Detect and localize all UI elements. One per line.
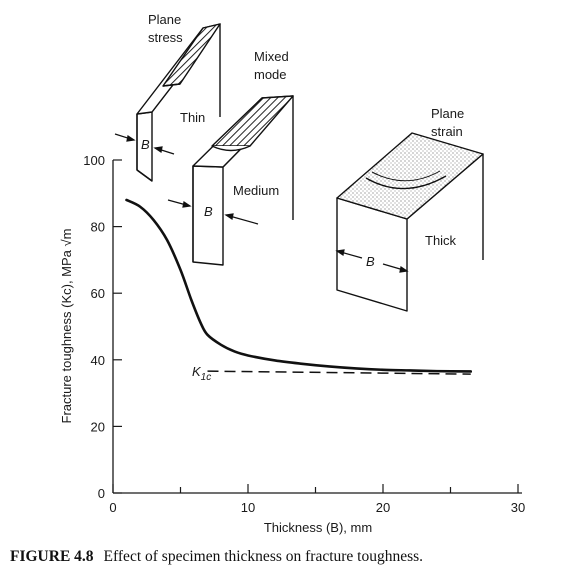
x-tick-label: 10 [241,500,255,515]
thick-specimen-illustration [336,132,484,312]
thin-specimen-illustration [136,23,221,182]
y-tick-label: 80 [91,220,105,235]
thin-dim-label: B [141,137,150,152]
figure-caption: FIGURE 4.8 Effect of specimen thickness o… [10,548,585,566]
series-line-fracture-toughness [125,198,473,373]
k1c-subscript: 1c [201,372,212,383]
thick-mode-label-2: strain [431,124,463,139]
thin-dimension-arrows [114,133,175,155]
x-tick-label: 0 [109,500,116,515]
axes [112,160,522,494]
ticks [112,159,519,494]
x-axis-label: Thickness (B), mm [264,520,372,535]
tick-labels: 0 10 20 30 0 20 40 60 80 100 [83,153,525,515]
thin-mode-label-2: stress [148,30,183,45]
medium-size-label: Medium [233,183,279,198]
medium-dim-label: B [204,204,213,219]
thick-dim-label: B [366,254,375,269]
y-tick-label: 0 [98,486,105,501]
series-line-k1c [207,370,471,375]
thick-dimension-arrows [335,249,409,273]
figure-number: FIGURE 4.8 [10,548,94,565]
y-tick-label: 100 [83,153,105,168]
x-tick-label: 20 [376,500,390,515]
thin-size-label: Thin [180,110,205,125]
thin-mode-label-1: Plane [148,12,181,27]
figure-caption-text: Effect of specimen thickness on fracture… [103,548,424,565]
medium-specimen-illustration [192,95,294,266]
y-tick-label: 20 [91,419,105,434]
y-axis-label: Fracture toughness (Kc), MPa √m [59,229,74,424]
y-tick-label: 40 [91,353,105,368]
thick-mode-label-1: Plane [431,106,464,121]
medium-mode-label-2: mode [254,67,287,82]
x-tick-label: 30 [511,500,525,515]
medium-mode-label-1: Mixed [254,49,289,64]
fracture-toughness-chart: 0 10 20 30 0 20 40 60 80 100 Thickness (B), mm Fr… [59,12,525,535]
medium-dimension-arrows [167,199,259,225]
thick-size-label: Thick [425,233,457,248]
k1c-label: K1c [192,364,211,383]
y-tick-label: 60 [91,286,105,301]
